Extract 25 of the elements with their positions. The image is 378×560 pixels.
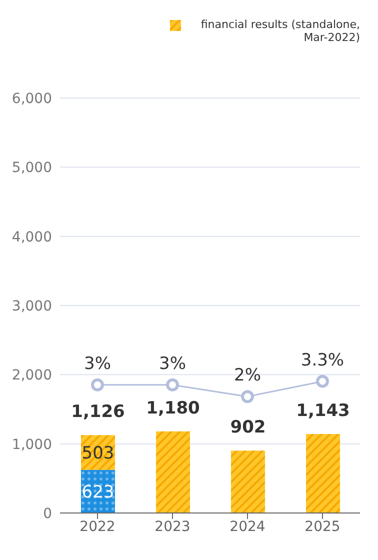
y-tick-label: 4,000 [12, 229, 52, 246]
x-tick-label: 2022 [80, 518, 116, 535]
data-label: 3% [84, 354, 111, 374]
x-tick-label: 2023 [154, 518, 190, 535]
data-label: 503 [82, 444, 114, 464]
bar [231, 450, 265, 513]
y-tick-label: 1,000 [12, 436, 52, 453]
data-label: 2% [234, 366, 261, 386]
total-label: 1,180 [146, 398, 200, 418]
y-tick-label: 5,000 [12, 160, 52, 176]
legend-label: financial results (standalone, Mar-2022) [200, 18, 360, 44]
data-label: 3% [159, 354, 186, 374]
x-tick-label: 2025 [304, 518, 340, 535]
bar [156, 431, 190, 513]
total-label: 1,143 [296, 400, 350, 421]
y-tick-label: 3,000 [12, 298, 52, 314]
x-tick-label: 2024 [230, 518, 266, 535]
y-tick-label: 0 [43, 506, 52, 522]
total-label: 1,126 [71, 402, 125, 422]
bar [306, 434, 340, 513]
data-label: 3.3% [300, 350, 344, 370]
data-label: 623 [82, 482, 114, 502]
total-label: 902 [230, 418, 266, 438]
y-tick-label: 2,000 [12, 368, 52, 384]
y-tick-label: 6,000 [12, 90, 52, 107]
